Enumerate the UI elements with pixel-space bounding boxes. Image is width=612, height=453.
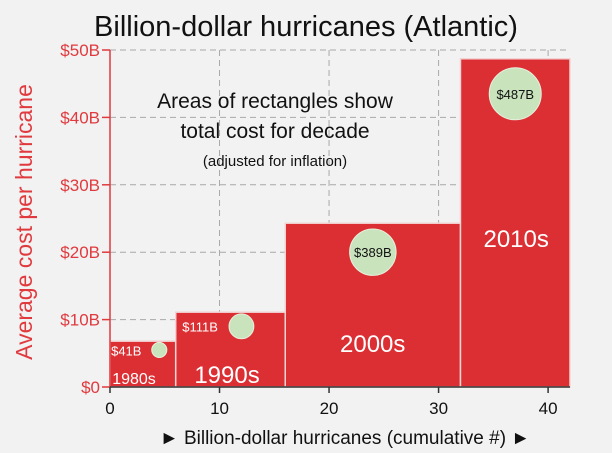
annotation-line-2: total cost for decade — [180, 120, 369, 143]
total-label-2010s: $487B — [496, 87, 534, 102]
y-tick-label: $50B — [60, 41, 100, 60]
bar-label-2010s: 2010s — [483, 226, 548, 253]
total-circle-2000s — [349, 228, 397, 276]
axes: $0 $10B $20B $30B $40B $50B 0 10 20 30 40 — [60, 41, 570, 418]
total-circle-2010s — [488, 67, 542, 121]
total-label-1990s: $111B — [182, 319, 218, 334]
chart-title: Billion-dollar hurricanes (Atlantic) — [94, 11, 518, 43]
bar-label-1990s: 1990s — [194, 362, 259, 389]
total-label-1980s: $41B — [111, 343, 141, 358]
total-label-2000s: $389B — [354, 245, 392, 260]
bar-labels: 1980s $41B 1990s $111B 2000s $389B 2010s $487B — [111, 87, 549, 389]
bar-label-1980s: 1980s — [112, 371, 156, 388]
x-tick-label: 10 — [210, 399, 229, 418]
y-tick-label: $0 — [81, 378, 100, 397]
annotation-line-3: (adjusted for inflation) — [203, 153, 347, 170]
x-tick-label: 30 — [429, 399, 448, 418]
y-tick-label: $30B — [60, 176, 100, 195]
y-axis-label: Average cost per hurricane — [11, 84, 37, 360]
y-tick-label: $20B — [60, 243, 100, 262]
x-tick-label: 20 — [320, 399, 339, 418]
total-cost-circles — [151, 67, 542, 358]
annotation: Areas of rectangles show total cost for … — [157, 90, 394, 170]
y-tick-label: $10B — [60, 311, 100, 330]
y-tick-label: $40B — [60, 108, 100, 127]
x-axis-label: ► Billion-dollar hurricanes (cumulative … — [160, 428, 530, 449]
bar-label-2000s: 2000s — [340, 331, 405, 358]
annotation-line-1: Areas of rectangles show — [157, 90, 394, 113]
x-tick-label: 40 — [539, 399, 558, 418]
x-tick-label: 0 — [105, 399, 114, 418]
total-circle-1990s — [228, 313, 255, 340]
total-circle-1980s — [151, 341, 168, 358]
